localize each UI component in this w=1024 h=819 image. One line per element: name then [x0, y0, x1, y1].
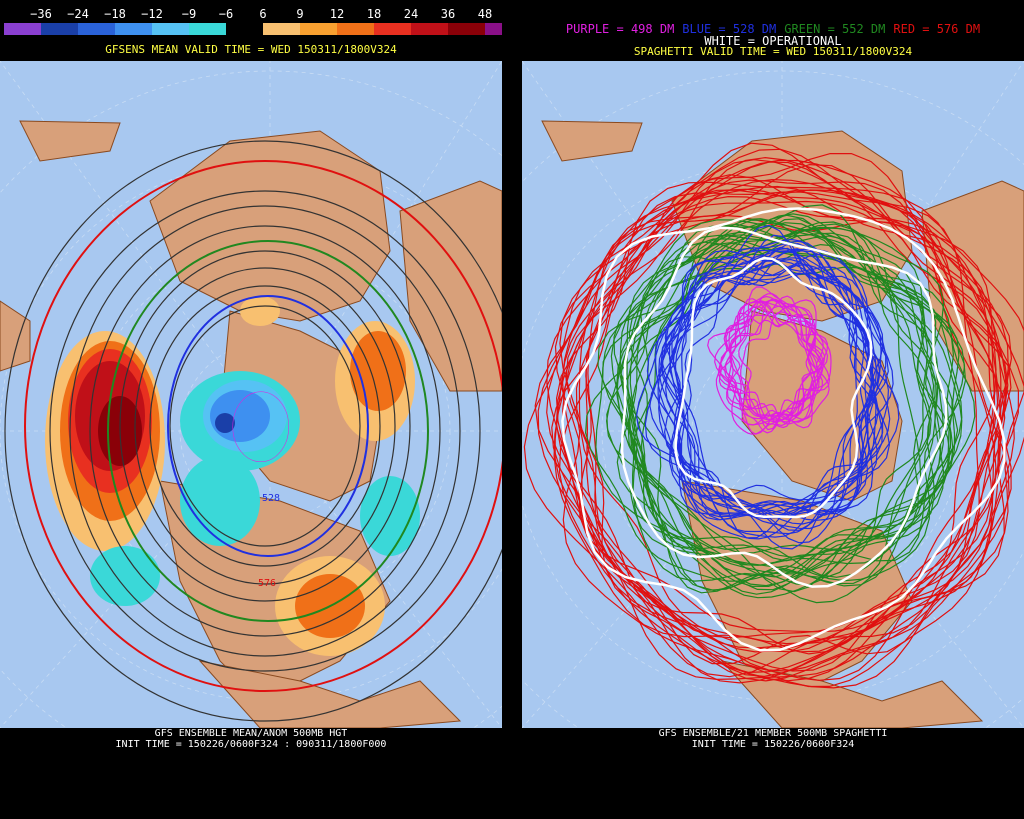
- spaghetti-member-contour: [619, 227, 937, 599]
- scale-tick-label: −24: [67, 7, 89, 21]
- spaghetti-member-contour: [578, 188, 995, 633]
- scale-swatch: [4, 23, 41, 35]
- scale-swatch: [152, 23, 189, 35]
- purple-498-spaghetti: [707, 286, 832, 435]
- spaghetti-member-contour: [707, 305, 816, 421]
- spaghetti-member-contour: [559, 163, 1024, 688]
- scale-swatch: [337, 23, 374, 35]
- scale-tick-label: −12: [141, 7, 163, 21]
- spaghetti-member-contour: [626, 219, 955, 587]
- panel-divider: [502, 0, 522, 819]
- spaghetti-member-contour: [675, 249, 890, 538]
- scale-swatch: [263, 23, 300, 35]
- scale-tick-label: −9: [181, 7, 197, 21]
- mean-valid-time-title: GFSENS MEAN VALID TIME = WED 150311/1800…: [105, 43, 397, 56]
- spaghetti-member-contour: [623, 218, 922, 594]
- scale-tick-label: 24: [403, 7, 419, 21]
- scale-tick-label: 12: [329, 7, 345, 21]
- scale-swatch: [115, 23, 152, 35]
- spaghetti-panel: PURPLE = 498 DM BLUE = 528 DM GREEN = 552 …: [522, 0, 1024, 819]
- ensemble-mean-panel: −36 −24 −18 −12 −9 −6 6 9 12 18 24 36 48 GFSENS MEAN…: [0, 0, 522, 819]
- contour-label-576: 576: [258, 578, 276, 589]
- spaghetti-member-contour: [668, 263, 879, 544]
- scale-swatch: [448, 23, 485, 35]
- spaghetti-member-contour: [649, 254, 881, 525]
- scale-tick-label: −18: [104, 7, 126, 21]
- scale-tick-label: −36: [30, 7, 52, 21]
- spaghetti-member-contour: [660, 263, 887, 531]
- spaghetti-member-contour: [595, 204, 952, 566]
- spaghetti-member-contour: [729, 298, 829, 429]
- mean-footer-title: GFS ENSEMBLE MEAN/ANOM 500MB HGT: [154, 728, 348, 739]
- spaghetti-member-contour: [633, 247, 951, 593]
- spaghetti-member-contour: [718, 295, 816, 427]
- spaghetti-footer-title: GFS ENSEMBLE/21 MEMBER 500MB SPAGHETTI: [658, 728, 888, 739]
- scale-tick-label: 36: [440, 7, 456, 21]
- spaghetti-map: [522, 61, 1024, 728]
- spaghetti-member-contour: [657, 238, 858, 530]
- spaghetti-member-contour: [740, 311, 830, 425]
- spaghetti-member-contour: [738, 299, 832, 421]
- scale-swatch: [226, 23, 263, 35]
- spaghetti-member-contour: [546, 158, 997, 653]
- spaghetti-member-contour: [729, 313, 820, 434]
- green-552-contour: [107, 240, 429, 622]
- contour-label-528: 528: [262, 493, 280, 504]
- scale-tick-label: −6: [218, 7, 234, 21]
- spaghetti-member-contour: [578, 189, 996, 653]
- mean-footer-init-time: INIT TIME = 150226/0600F324 : 090311/180…: [115, 739, 387, 750]
- scale-swatch: [374, 23, 411, 35]
- scale-swatch: [300, 23, 337, 35]
- spaghetti-member-contour: [658, 249, 869, 539]
- ensemble-mean-map: 528 576: [0, 61, 502, 728]
- spaghetti-member-contour: [561, 207, 1006, 652]
- red-576-contour: [24, 160, 502, 692]
- spaghetti-legend: PURPLE = 498 DM BLUE = 528 DM GREEN = 552 …: [522, 22, 1024, 36]
- scale-tick-label: 48: [477, 7, 493, 21]
- spaghetti-member-contour: [674, 256, 873, 519]
- spaghetti-footer-init-time: INIT TIME = 150226/0600F324: [691, 739, 855, 750]
- legend-blue: BLUE = 528 DM: [682, 22, 777, 36]
- anomaly-scale-ticks: −36 −24 −18 −12 −9 −6 6 9 12 18 24 36 48: [0, 7, 502, 21]
- spaghetti-member-contour: [669, 240, 894, 521]
- anomaly-color-scale: [4, 23, 522, 35]
- legend-green: GREEN = 552 DM: [784, 22, 886, 36]
- scale-swatch: [78, 23, 115, 35]
- scale-swatch: [411, 23, 448, 35]
- spaghetti-member-contour: [635, 242, 875, 519]
- white-operational-contours: [561, 207, 1006, 652]
- legend-purple: PURPLE = 498 DM: [565, 22, 675, 36]
- spaghetti-member-contour: [561, 153, 1002, 655]
- spaghetti-member-contour: [665, 257, 874, 516]
- spaghetti-member-contour: [616, 218, 929, 566]
- legend-white: WHITE = OPERATIONAL: [704, 34, 842, 48]
- red-576-spaghetti: [523, 142, 1024, 689]
- scale-tick-label: 9: [296, 7, 304, 21]
- scale-tick-label: 18: [366, 7, 382, 21]
- scale-tick-label: 6: [259, 7, 267, 21]
- spaghetti-member-contour: [620, 226, 948, 588]
- spaghetti-member-contour: [629, 221, 959, 578]
- blue-528-spaghetti: [635, 224, 900, 550]
- legend-red: RED = 576 DM: [893, 22, 981, 36]
- scale-swatch: [189, 23, 226, 35]
- spaghetti-member-contour: [555, 156, 1002, 682]
- spaghetti-member-contour: [602, 214, 967, 591]
- spaghetti-member-contour: [537, 142, 1012, 672]
- height-contours: [4, 140, 502, 722]
- scale-swatch: [41, 23, 78, 35]
- spaghetti-valid-time-title: SPAGHETTI VALID TIME = WED 150311/1800V3…: [633, 45, 913, 58]
- blue-528-contour: [167, 295, 369, 557]
- purple-contour: [232, 391, 290, 463]
- spaghetti-member-contour: [587, 161, 1009, 674]
- spaghetti-member-contour: [663, 253, 900, 550]
